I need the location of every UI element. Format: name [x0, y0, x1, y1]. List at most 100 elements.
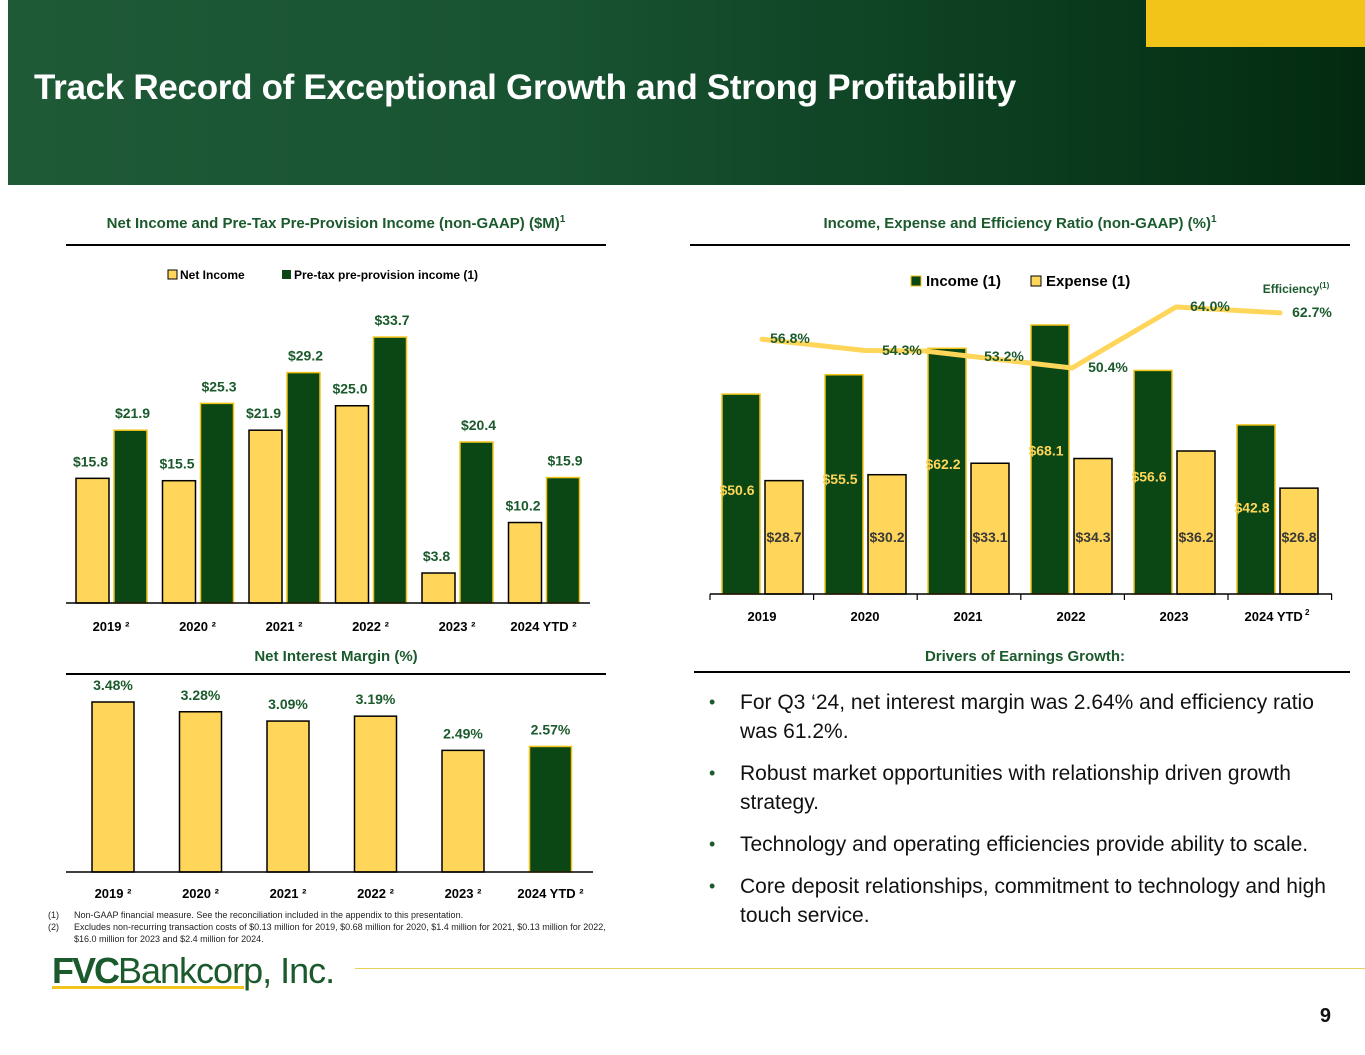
- chart-title-rule: [690, 244, 1350, 246]
- x-tick-label: 2023 ²: [445, 886, 483, 901]
- bar-net-income: [507, 521, 543, 604]
- bar-pppi: [545, 476, 581, 604]
- drivers-list: • For Q3 ‘24, net interest margin was 2.6…: [705, 688, 1355, 943]
- income-expense-chart: Income (1) Expense (1) $50.6 $28.7 2019 $55.5…: [709, 273, 1332, 624]
- bar-nim: [178, 711, 223, 873]
- driver-text: Core deposit relationships, commitment t…: [740, 875, 1326, 927]
- bar-expense: [1176, 450, 1216, 595]
- data-label-efficiency: 64.0%: [1190, 298, 1230, 314]
- bullet-icon: •: [709, 692, 716, 712]
- x-tick-label: 2024 YTD ²: [517, 886, 584, 901]
- data-label-efficiency: 56.8%: [770, 330, 810, 346]
- x-tick-label: 2020 ²: [182, 886, 220, 901]
- x-tick-label: 2020 ²: [179, 619, 217, 634]
- data-label-expense: $36.2: [1178, 529, 1213, 545]
- bar-income: [927, 347, 967, 595]
- legend-swatch-net-income: [167, 269, 178, 280]
- bar-expense: [764, 479, 804, 595]
- footer-divider: [355, 968, 1365, 969]
- x-tick-label: 2023 ²: [439, 619, 477, 634]
- x-tick-label: 2020: [851, 609, 880, 624]
- footnote: (1) Non-GAAP financial measure. See the …: [48, 909, 608, 921]
- bar-income: [1133, 369, 1173, 595]
- chart-title-sup: 1: [559, 214, 566, 225]
- data-label-expense: $30.2: [869, 529, 904, 545]
- bar-pppi: [372, 336, 408, 604]
- bar-expense: [1279, 487, 1319, 595]
- page-title: Track Record of Exceptional Growth and S…: [34, 68, 1016, 107]
- chart-legend: Net Income Pre-tax pre-provision income (…: [167, 268, 478, 282]
- data-label-net-income: $15.8: [73, 453, 108, 469]
- bar-net-income: [421, 572, 456, 604]
- logo-text: Bankcorp, Inc.: [118, 950, 335, 991]
- legend-label-expense: Expense (1): [1046, 273, 1130, 290]
- data-label-efficiency: 53.2%: [984, 348, 1024, 364]
- x-tick-label: 2022: [1057, 609, 1086, 624]
- legend-label-pppi: Pre-tax pre-provision income (1): [294, 268, 478, 282]
- data-label-income: $62.2: [925, 456, 960, 472]
- footnote-number: (1): [48, 910, 59, 920]
- chart-title-sup: 1: [1211, 214, 1217, 225]
- data-label-net-income: $15.5: [159, 456, 194, 472]
- driver-item: • Robust market opportunities with relati…: [705, 759, 1355, 817]
- chart-title-income-expense: Income, Expense and Efficiency Ratio (no…: [690, 214, 1350, 232]
- bar-income: [1030, 324, 1070, 595]
- header-accent-bar: [1146, 0, 1365, 47]
- data-label-efficiency: 54.3%: [882, 342, 922, 358]
- data-label-expense: $34.3: [1075, 529, 1110, 545]
- x-tick-label: 2024 YTD ²: [510, 619, 577, 634]
- bar-net-income: [248, 429, 283, 604]
- data-label-expense: $33.1: [972, 529, 1007, 545]
- bar-pppi: [459, 441, 494, 604]
- x-tick-label: 2019 ²: [95, 886, 133, 901]
- bar-expense: [970, 462, 1010, 595]
- legend-swatch-pppi: [282, 270, 291, 279]
- data-label-net-income: $21.9: [246, 405, 281, 421]
- data-label-nim: 3.28%: [181, 687, 221, 703]
- data-label-nim: 2.49%: [443, 725, 483, 741]
- data-label-net-income: $10.2: [505, 498, 540, 514]
- bar-nim: [353, 715, 398, 873]
- net-income-chart: Net Income Pre-tax pre-provision income (…: [66, 268, 590, 634]
- bar-pppi: [199, 402, 235, 604]
- company-logo: FVCBankcorp, Inc.: [52, 950, 335, 992]
- data-label-efficiency: 62.7%: [1292, 304, 1332, 320]
- footnote-text: Non-GAAP financial measure. See the reco…: [74, 910, 464, 920]
- legend-swatch-expense: [1030, 275, 1042, 287]
- x-tick-label: 2022 ²: [352, 619, 390, 634]
- legend-swatch-income: [910, 275, 922, 287]
- drivers-title: Drivers of Earnings Growth:: [690, 648, 1360, 665]
- drivers-rule: [694, 671, 1350, 673]
- bar-net-income: [161, 479, 197, 604]
- x-tick-label: 2024 YTD 2: [1245, 608, 1311, 624]
- x-tick-label: 2022 ²: [357, 886, 395, 901]
- driver-text: For Q3 ‘24, net interest margin was 2.64…: [740, 691, 1314, 743]
- bar-income: [1236, 424, 1276, 595]
- footnote: (2) Excludes non-recurring transaction c…: [48, 921, 608, 945]
- data-label-net-income: $3.8: [423, 548, 450, 564]
- data-label-income: $50.6: [719, 482, 754, 498]
- driver-item: • Core deposit relationships, commitment …: [705, 872, 1355, 930]
- chart-title-net-income: Net Income and Pre-Tax Pre-Provision Inc…: [66, 214, 606, 232]
- x-tick-sup: 2: [1303, 608, 1310, 617]
- logo-fvc: FVC: [52, 950, 120, 991]
- data-label-efficiency: 50.4%: [1088, 359, 1128, 375]
- bar-net-income: [75, 477, 110, 604]
- efficiency-line: [759, 304, 1283, 371]
- footnote-number: (2): [48, 922, 59, 932]
- data-label-net-income: $25.0: [332, 381, 367, 397]
- x-tick-label: 2021 ²: [270, 886, 308, 901]
- bullet-icon: •: [709, 834, 716, 854]
- driver-text: Robust market opportunities with relatio…: [740, 762, 1291, 814]
- efficiency-label-sup: (1): [1319, 281, 1329, 290]
- data-label-pppi: $29.2: [288, 348, 323, 364]
- data-label-pppi: $21.9: [115, 405, 150, 421]
- nim-chart: 3.48% 2019 ² 3.28% 2020 ² 3.09% 2021 ² 3.19% 20…: [66, 677, 593, 901]
- data-label-income: $42.8: [1234, 500, 1269, 516]
- x-tick-label: 2021 ²: [266, 619, 304, 634]
- bar-pppi: [113, 429, 148, 604]
- drivers-title-text: Drivers of Earnings Growth:: [924, 648, 1126, 665]
- chart-title-nim: Net Interest Margin (%): [66, 648, 606, 665]
- footnotes: (1) Non-GAAP financial measure. See the …: [48, 909, 608, 945]
- driver-item: • Technology and operating efficiencies p…: [705, 830, 1355, 859]
